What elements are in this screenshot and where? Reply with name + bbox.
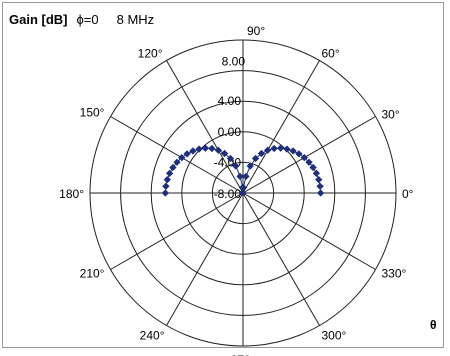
gain-data-point: [226, 154, 235, 163]
angle-tick-label: 330°: [382, 267, 407, 281]
phi-label: ϕ=0: [76, 11, 99, 27]
gain-data-point: [173, 158, 181, 166]
angle-tick-label: 300°: [322, 329, 347, 343]
gain-data-point: [246, 162, 254, 170]
gain-data-point: [195, 145, 203, 153]
angle-tick-label: 90°: [247, 24, 265, 38]
gain-data-point: [309, 163, 317, 172]
gain-data-point: [316, 182, 324, 191]
gain-data-point: [163, 175, 172, 184]
gain-data-point: [305, 158, 313, 166]
gain-data-point: [177, 153, 186, 162]
radial-tick-label: 4.00: [218, 94, 242, 108]
gain-data-point: [161, 189, 170, 197]
gain-data-point: [201, 144, 210, 152]
gain-data-point: [208, 144, 216, 153]
gain-data-point: [220, 149, 229, 158]
angle-tick-label: 240°: [140, 329, 165, 343]
gain-data-point: [314, 175, 323, 184]
gain-data-point: [276, 144, 285, 152]
gain-data-point: [300, 153, 309, 162]
polar-spoke: [166, 60, 244, 194]
angle-tick-label: 180°: [59, 187, 84, 201]
angle-tick-label: 120°: [138, 46, 163, 60]
polar-spoke: [242, 192, 320, 326]
angle-tick-label: 270°: [231, 353, 256, 356]
gain-data-point: [312, 169, 321, 178]
radial-tick-label: 8.00: [222, 55, 246, 69]
gain-data-point: [236, 172, 244, 181]
polar-spoke: [110, 116, 244, 194]
angle-tick-label: 60°: [322, 46, 340, 60]
gain-data-point: [295, 150, 303, 158]
polar-spoke: [110, 192, 244, 270]
gain-data-point: [251, 154, 260, 163]
angle-tick-label: 30°: [382, 108, 400, 122]
frequency-label: 8 MHz: [116, 11, 155, 27]
gain-data-point: [169, 163, 177, 172]
gain-data-point: [283, 145, 291, 153]
gain-data-point: [214, 146, 223, 155]
polar-spoke: [166, 192, 244, 326]
chart-title: Gain [dB]: [9, 11, 68, 27]
angle-tick-label: 210°: [80, 267, 105, 281]
gain-data-point: [242, 172, 250, 181]
gain-data-point: [162, 182, 170, 191]
gain-data-point: [238, 183, 247, 192]
gain-data-point: [232, 162, 240, 170]
gain-data-point: [257, 149, 266, 158]
gain-data-point: [270, 144, 278, 153]
gain-data-point: [183, 150, 191, 158]
gain-data-point: [263, 146, 272, 155]
chart-header: Gain [dB] ϕ=0 8 MHz: [9, 11, 154, 27]
gain-data-point: [289, 147, 297, 155]
gain-data-point: [165, 169, 174, 178]
radial-tick-label: 0.00: [218, 125, 242, 139]
polar-spoke: [242, 116, 376, 194]
gain-data-point: [189, 147, 197, 155]
gain-data-point: [239, 189, 247, 197]
polar-spoke: [242, 60, 320, 194]
gain-data-point: [316, 189, 325, 197]
chart-frame: [2, 2, 444, 348]
angle-tick-label: 0°: [402, 187, 414, 201]
theta-axis-symbol: θ: [430, 318, 437, 332]
angle-tick-label: 150°: [80, 106, 105, 120]
radial-tick-label: -8.00: [214, 187, 242, 201]
polar-spoke: [242, 192, 376, 270]
